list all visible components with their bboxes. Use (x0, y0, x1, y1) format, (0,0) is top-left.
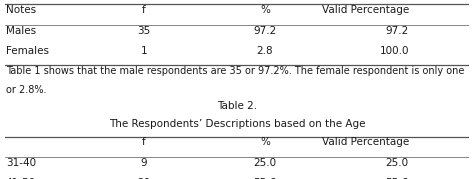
Text: %: % (260, 137, 270, 147)
Text: Females: Females (6, 46, 49, 56)
Text: 31-40: 31-40 (6, 158, 36, 168)
Text: 100.0: 100.0 (379, 46, 409, 56)
Text: 97.2: 97.2 (386, 26, 409, 36)
Text: or 2.8%.: or 2.8%. (6, 85, 46, 95)
Text: 20: 20 (137, 178, 151, 179)
Text: Valid Percentage: Valid Percentage (322, 137, 409, 147)
Text: The Respondents’ Descriptions based on the Age: The Respondents’ Descriptions based on t… (109, 119, 365, 129)
Text: 25.0: 25.0 (253, 158, 276, 168)
Text: 1: 1 (141, 46, 147, 56)
Text: 2.8: 2.8 (256, 46, 273, 56)
Text: 9: 9 (141, 158, 147, 168)
Text: 55.6: 55.6 (253, 178, 276, 179)
Text: Notes: Notes (6, 5, 36, 15)
Text: 55.6: 55.6 (386, 178, 409, 179)
Text: f: f (142, 5, 146, 15)
Text: 25.0: 25.0 (386, 158, 409, 168)
Text: %: % (260, 5, 270, 15)
Text: Table 2.: Table 2. (217, 101, 257, 111)
Text: f: f (142, 137, 146, 147)
Text: 35: 35 (137, 26, 151, 36)
Text: Table 1 shows that the male respondents are 35 or 97.2%. The female respondent i: Table 1 shows that the male respondents … (6, 66, 464, 76)
Text: Males: Males (6, 26, 36, 36)
Text: Valid Percentage: Valid Percentage (322, 5, 409, 15)
Text: 97.2: 97.2 (253, 26, 276, 36)
Text: 41-50: 41-50 (6, 178, 36, 179)
